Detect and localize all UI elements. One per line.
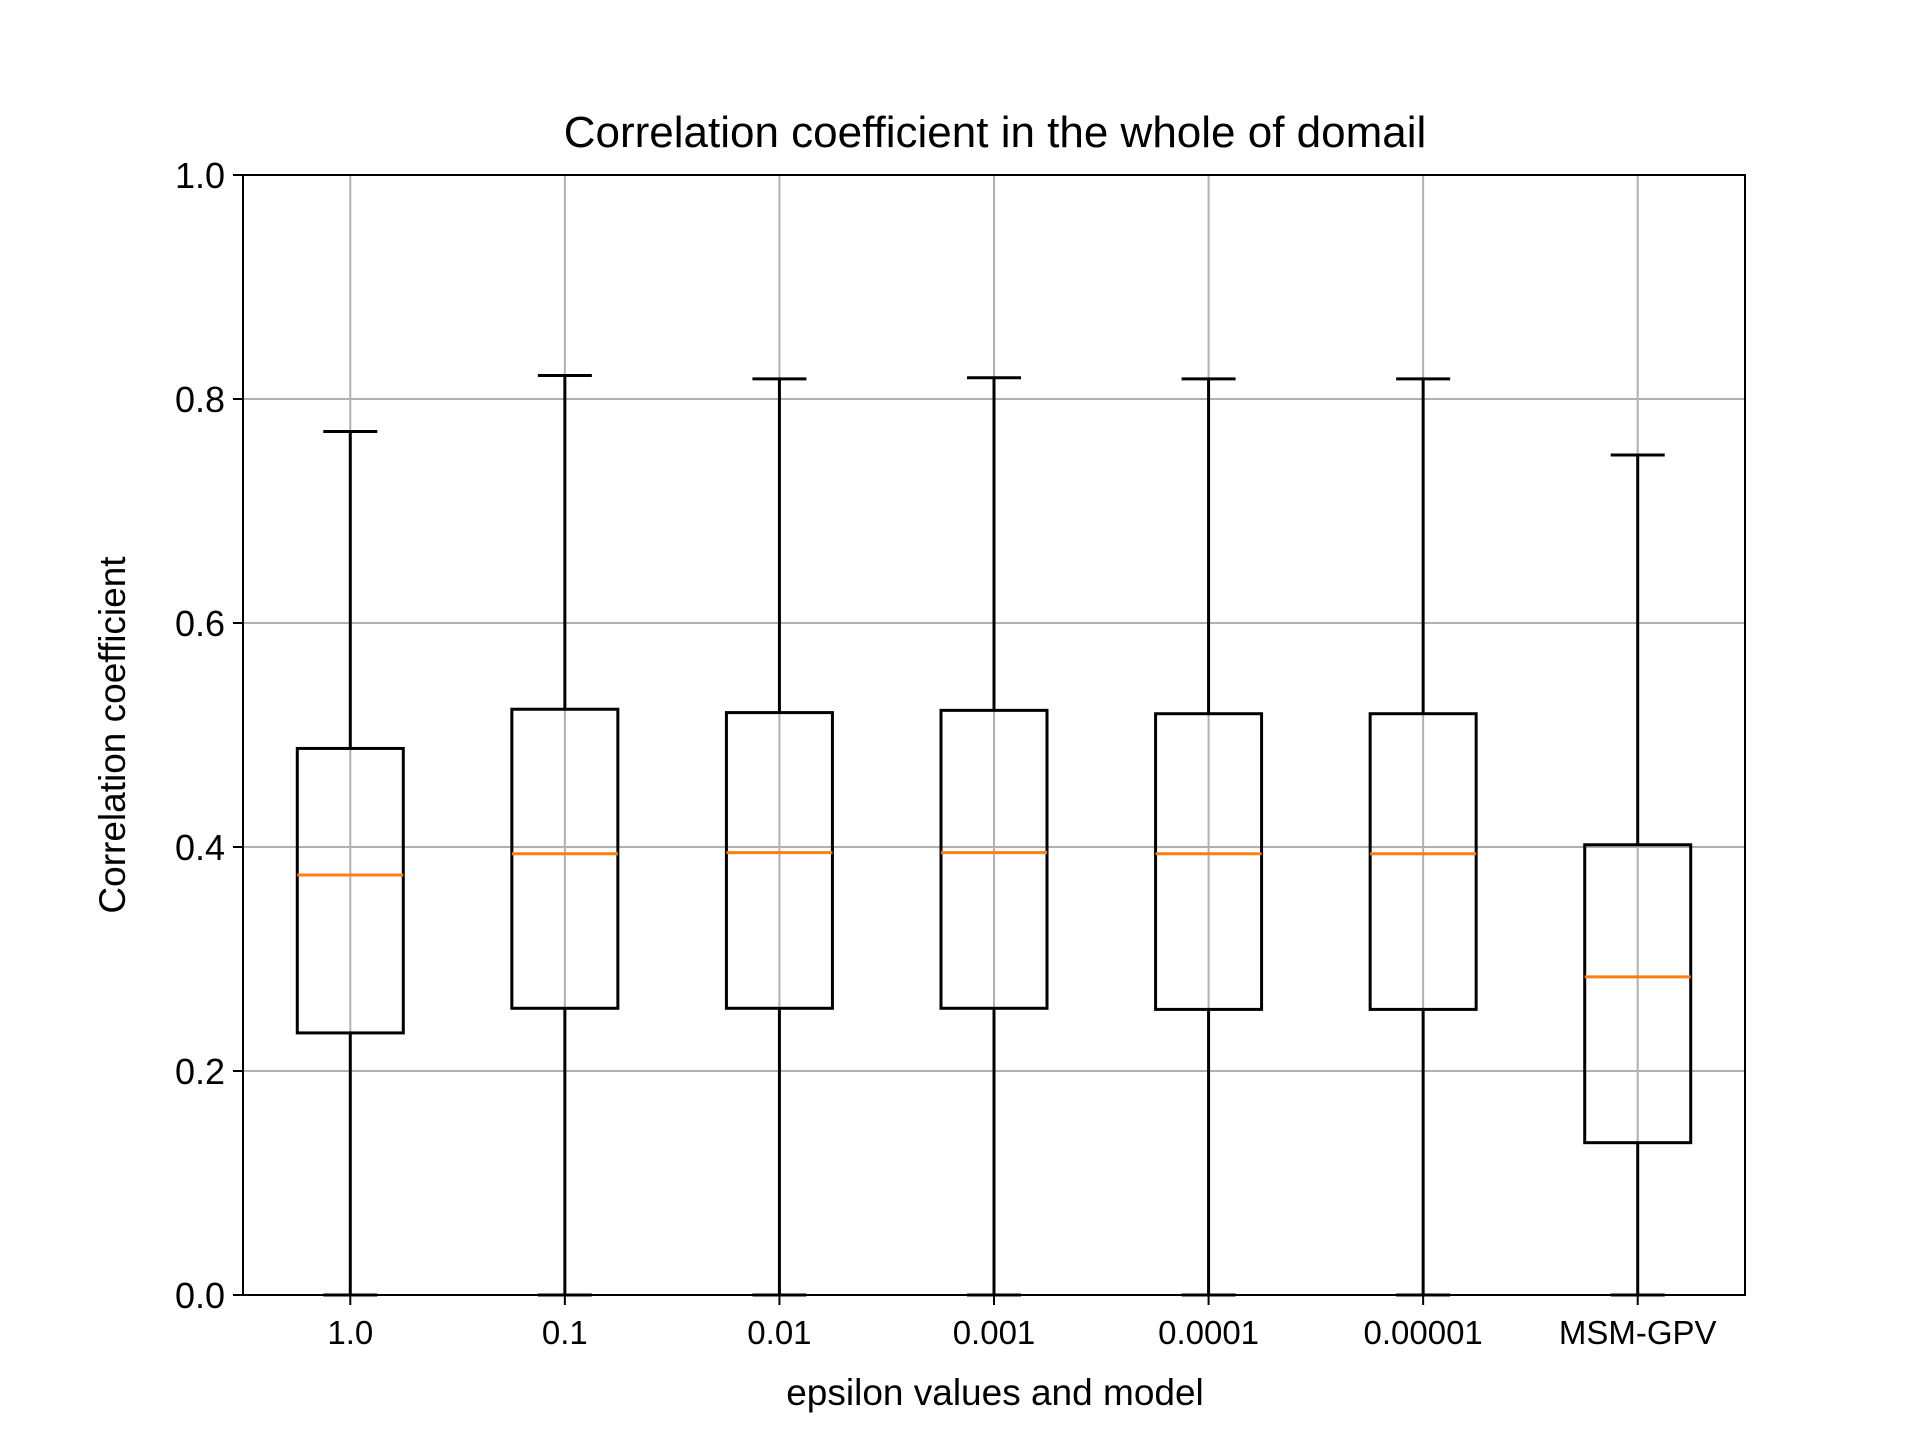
interquartile-box xyxy=(1368,712,1478,1011)
y-tick-label: 0.2 xyxy=(175,1051,225,1092)
x-tick-label: 0.01 xyxy=(747,1314,811,1351)
x-axis-ticks: 1.0 0.1 0.01 0.001 0.0001 0.00001 MSM-GPV xyxy=(327,1295,1717,1351)
interquartile-box xyxy=(1583,843,1693,1145)
y-tick-label: 0.4 xyxy=(175,827,225,868)
x-tick-label: 0.00001 xyxy=(1363,1314,1482,1351)
y-axis-ticks: 0.0 0.2 0.4 0.6 0.8 1.0 xyxy=(175,155,243,1316)
chart-title: Correlation coefficient in the whole of … xyxy=(564,108,1427,157)
interquartile-box xyxy=(724,711,834,1010)
box-3 xyxy=(724,377,834,1297)
y-axis-label: Correlation coefficient xyxy=(92,556,133,914)
box-4 xyxy=(939,376,1049,1297)
interquartile-box xyxy=(939,708,1049,1010)
interquartile-box xyxy=(510,707,620,1010)
interquartile-box xyxy=(295,746,405,1035)
y-tick-label: 0.6 xyxy=(175,603,225,644)
box-1 xyxy=(295,429,405,1297)
x-tick-label: MSM-GPV xyxy=(1559,1314,1717,1351)
y-tick-label: 1.0 xyxy=(175,155,225,196)
box-plot-series xyxy=(295,373,1693,1297)
interquartile-box xyxy=(1154,712,1264,1011)
x-tick-label: 1.0 xyxy=(327,1314,373,1351)
y-tick-label: 0.0 xyxy=(175,1275,225,1316)
x-tick-label: 0.0001 xyxy=(1158,1314,1259,1351)
x-axis-label: epsilon values and model xyxy=(786,1372,1204,1413)
x-tick-label: 0.001 xyxy=(953,1314,1036,1351)
y-tick-label: 0.8 xyxy=(175,379,225,420)
x-tick-label: 0.1 xyxy=(542,1314,588,1351)
